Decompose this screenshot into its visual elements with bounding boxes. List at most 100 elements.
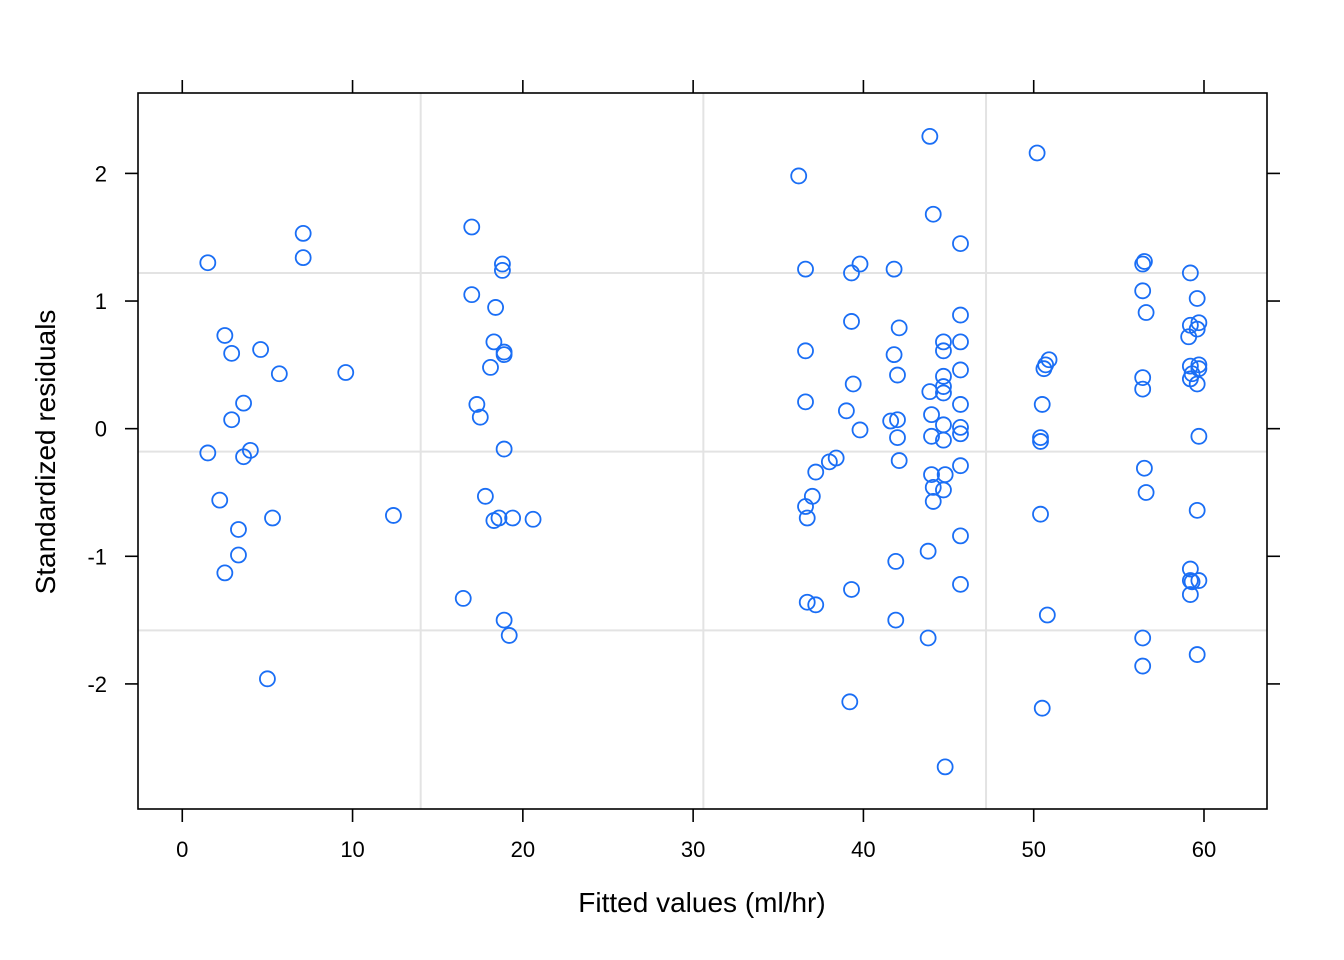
data-point [1190,314,1208,332]
data-point [294,224,312,242]
data-point [199,254,217,272]
data-point [1181,572,1199,589]
y-axis: -2 -1 0 1 2 [87,161,1280,697]
y-tick-label: 2 [95,161,107,186]
data-point [1037,356,1055,374]
data-point [807,463,825,481]
data-point [843,581,860,598]
data-point [223,344,241,362]
data-point [259,670,276,688]
data-point [885,346,903,364]
reference-lines [138,93,1267,809]
data-point [495,440,513,458]
data-point [504,509,522,527]
data-point [1134,369,1152,387]
data-point [935,333,952,351]
data-point [270,365,288,383]
data-point [463,286,481,304]
data-point [223,411,241,429]
data-point [1188,501,1206,519]
data-point [1134,380,1152,398]
x-tick-label: 30 [681,837,705,862]
data-point [882,412,900,430]
data-point [1033,699,1051,717]
data-points [199,127,1208,776]
data-point [851,255,869,273]
data-point [1135,253,1153,270]
data-point [952,306,969,324]
data-point [216,327,234,344]
x-tick-label: 40 [851,837,875,862]
data-point [790,167,808,185]
data-point [798,509,816,527]
data-point [482,359,499,376]
data-point [1188,290,1206,307]
data-point [936,466,954,484]
data-point [485,333,503,351]
data-point [1134,657,1152,675]
data-point [1032,429,1049,446]
data-point [923,466,940,484]
data-point [797,393,814,411]
data-point [890,452,908,469]
data-point [924,493,942,510]
data-point [1190,360,1208,378]
data-point [1181,560,1199,578]
data-point [524,510,542,528]
data-point [230,521,247,538]
x-tick-label: 60 [1192,837,1216,862]
data-point [1190,427,1208,445]
data-point [797,342,814,360]
data-point [454,590,472,607]
data-point [1135,459,1153,477]
data-point [935,367,952,385]
data-point [1181,357,1199,375]
data-point [1190,572,1208,589]
data-point [952,457,969,475]
data-point [211,491,229,509]
data-point [1040,351,1058,369]
data-point [337,364,355,381]
data-point [887,611,905,629]
data-point [919,629,937,647]
data-point [952,575,969,593]
data-point [921,127,939,145]
x-axis: 0 10 20 30 40 50 60 [176,80,1216,862]
data-point [887,552,905,570]
data-point [919,542,937,560]
data-point [952,235,969,253]
data-point [1181,264,1199,282]
data-point [885,260,903,278]
data-point [890,319,908,337]
x-tick-label: 0 [176,837,188,862]
data-point [807,596,825,614]
data-point [230,546,247,564]
data-point [837,402,855,420]
data-point [490,509,508,527]
data-point [494,255,511,273]
data-point [468,396,486,413]
data-point [1188,646,1206,663]
data-point [252,341,270,358]
data-point [463,218,481,236]
data-point [294,249,312,267]
x-tick-label: 50 [1021,837,1045,862]
data-point [924,478,942,496]
data-point [952,527,969,545]
data-point [385,507,402,524]
data-point [935,481,952,499]
data-point [1134,282,1152,300]
data-point [471,408,489,426]
data-point [1188,320,1206,338]
data-point [924,205,942,223]
data-point [798,593,816,611]
data-point [935,384,952,402]
data-point [494,262,511,279]
y-axis-title: Standardized residuals [30,310,61,595]
data-point [935,416,952,434]
data-point [1134,629,1152,647]
x-tick-label: 10 [340,837,364,862]
data-point [235,394,252,412]
data-point [827,449,845,467]
